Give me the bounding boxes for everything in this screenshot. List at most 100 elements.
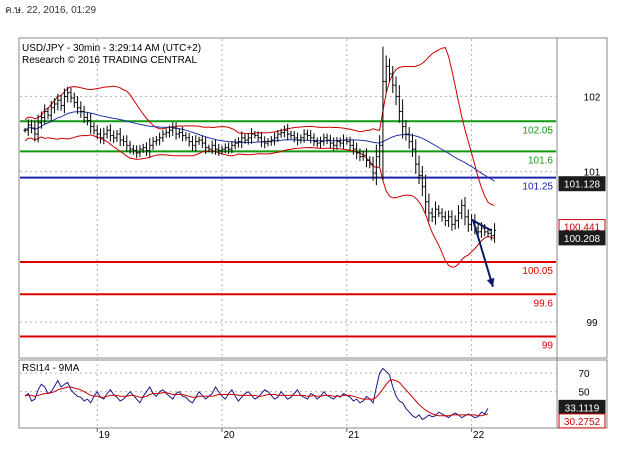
price-tag-label: 100.208 [564, 234, 601, 245]
chart-title: USD/JPY - 30min - 3:29:14 AM (UTC+2) [22, 43, 201, 54]
axis-labels: 102 101 99 70 50 19 20 21 22 [96, 92, 601, 441]
price-tick-label: 101 [584, 168, 601, 179]
candle [213, 139, 217, 155]
level-label: 100.05 [522, 266, 553, 277]
candle [266, 138, 270, 147]
candle [105, 125, 109, 139]
rsi-series [24, 367, 489, 421]
candle [309, 129, 313, 144]
candle [325, 133, 329, 145]
candle [125, 135, 129, 152]
candle [53, 98, 57, 114]
candle [144, 142, 148, 156]
candle [23, 128, 27, 133]
candle [56, 93, 60, 111]
candle [26, 119, 30, 136]
candle [39, 111, 43, 129]
date-tick-label: 19 [99, 430, 111, 441]
candle [59, 94, 63, 111]
candle [335, 137, 339, 150]
price-tag-label: 101.128 [564, 180, 601, 191]
price-tag: 100.208 [558, 230, 606, 246]
candle [365, 148, 369, 168]
candle [276, 129, 280, 142]
support-resistance-levels: 102.05 101.6 101.25 100.05 99.6 99 [20, 120, 556, 351]
candle [493, 223, 497, 243]
candle [437, 205, 441, 218]
candle [236, 137, 240, 148]
candle [102, 127, 106, 145]
candle [151, 137, 155, 150]
candle [220, 145, 224, 154]
candle [115, 129, 119, 142]
moving-average [24, 111, 495, 182]
candle [279, 128, 283, 138]
level-label: 101.25 [522, 182, 553, 193]
candle [122, 135, 126, 147]
candle [171, 122, 175, 136]
candle [358, 148, 362, 162]
candle [430, 207, 434, 223]
candle [253, 131, 257, 139]
candle [79, 101, 83, 118]
date-tick-label: 22 [473, 430, 485, 441]
candle [36, 114, 40, 143]
candle [207, 144, 211, 153]
candle [394, 76, 398, 106]
date-tick-label: 20 [223, 430, 235, 441]
candle [76, 96, 80, 115]
price-tag-label: 100.441 [564, 223, 601, 234]
candle [148, 138, 152, 158]
candle [187, 132, 191, 147]
candle [302, 129, 306, 143]
candle [361, 150, 365, 161]
candle [296, 132, 300, 146]
candle [443, 211, 447, 227]
candle [378, 135, 382, 167]
candle [292, 131, 296, 143]
candle [204, 136, 208, 154]
candle [282, 125, 286, 138]
candle [230, 141, 234, 154]
candle [259, 132, 263, 148]
candle [305, 129, 309, 141]
candle [450, 210, 454, 231]
candle [49, 100, 53, 123]
candle [355, 142, 359, 160]
candle [223, 143, 227, 154]
candle [328, 134, 332, 149]
candle [233, 138, 237, 150]
candle [69, 87, 73, 103]
price-tag: 101.128 [558, 176, 606, 192]
candle [263, 136, 267, 149]
candle [43, 104, 47, 125]
candle [141, 143, 145, 153]
candle [181, 126, 185, 142]
price-tick-label: 102 [584, 92, 601, 103]
candle [89, 113, 93, 134]
price-panel-frame [18, 37, 608, 359]
candle [447, 210, 451, 227]
rsi-title: RSI14 - 9MA [22, 363, 80, 374]
price-tag-label: 30.2752 [564, 417, 601, 428]
candle [273, 132, 277, 146]
candle [243, 134, 247, 144]
candle [289, 130, 293, 139]
candle [161, 129, 165, 142]
candle [404, 120, 408, 141]
price-tag: 33.1119 [558, 399, 606, 415]
bollinger-lower [24, 134, 495, 268]
level-label: 102.05 [522, 125, 553, 136]
price-tag-label: 33.1119 [565, 403, 600, 414]
candle [256, 131, 260, 142]
candle [440, 208, 444, 222]
price-tag-box [558, 176, 606, 192]
candle [417, 155, 421, 185]
candle [164, 128, 168, 138]
rsi-line [24, 367, 489, 421]
candle [200, 135, 204, 148]
candle [463, 196, 467, 226]
candle [227, 142, 231, 154]
candle [456, 205, 460, 229]
